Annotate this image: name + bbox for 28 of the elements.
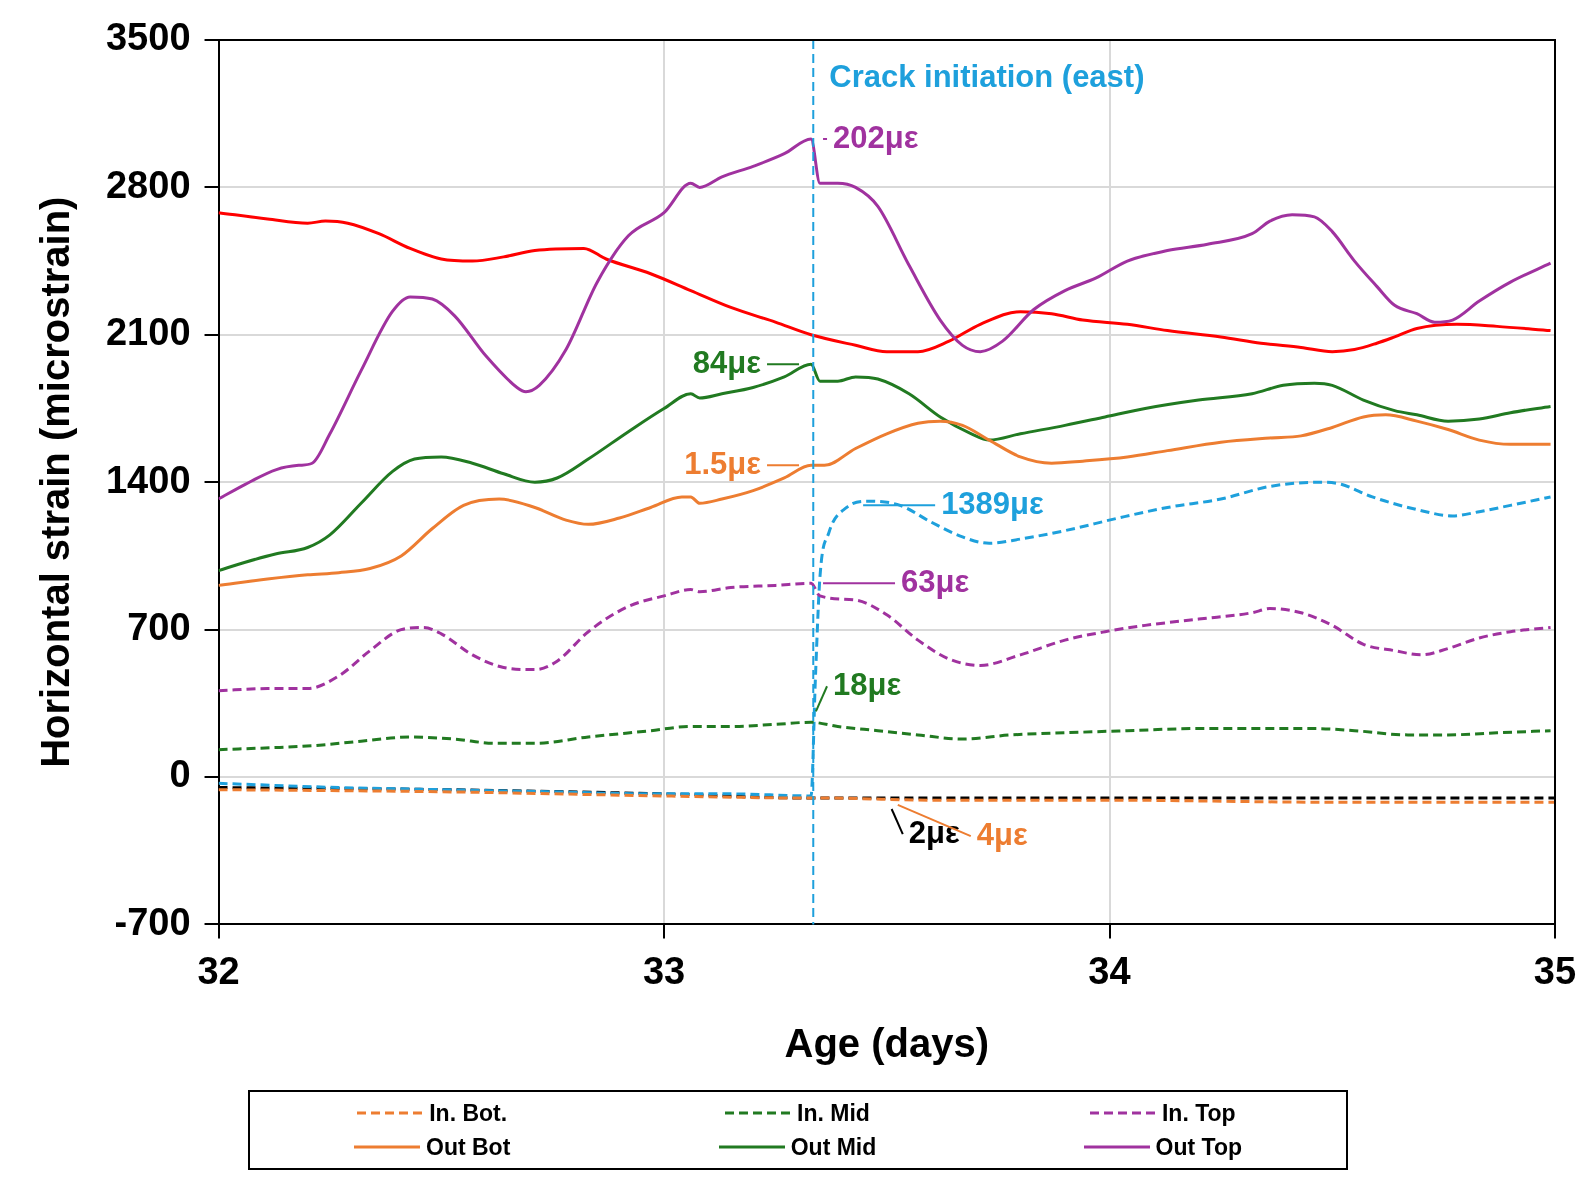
y-tick-label: 2800 — [105, 163, 191, 206]
y-tick-label: 3500 — [105, 16, 191, 59]
annotation: 202με — [833, 119, 919, 155]
y-tick-label: 700 — [127, 606, 191, 649]
legend-label: In. Bot. — [429, 1099, 508, 1127]
x-axis-title: Age (days) — [784, 1021, 990, 1066]
legend-label: Out Bot — [426, 1133, 511, 1161]
x-tick-label: 35 — [1533, 949, 1577, 992]
legend-label: In. Mid — [797, 1099, 870, 1127]
y-tick-label: 2100 — [105, 311, 191, 354]
legend-label: Out Mid — [790, 1133, 877, 1161]
annotation: 1389με — [941, 485, 1045, 521]
annotation: 1.5με — [684, 445, 762, 481]
y-axis-title: Horizontal strain (microstrain) — [33, 196, 78, 768]
x-tick-label: 33 — [642, 949, 686, 992]
legend-label: In. Top — [1161, 1099, 1236, 1127]
y-tick-label: 1400 — [105, 458, 191, 501]
ref-line-label: Crack initiation (east) — [829, 58, 1145, 94]
annotation: 63με — [901, 563, 970, 599]
x-tick-label: 34 — [1088, 949, 1131, 992]
annotation: 84με — [692, 344, 762, 380]
y-tick-label: 0 — [169, 753, 191, 796]
x-tick-label: 32 — [197, 949, 240, 992]
annotation: 4με — [976, 816, 1028, 852]
annotation: 2με — [908, 814, 960, 850]
y-tick-label: -700 — [114, 900, 191, 943]
legend-label: Out Top — [1155, 1133, 1243, 1161]
annotation: 18με — [833, 666, 902, 702]
